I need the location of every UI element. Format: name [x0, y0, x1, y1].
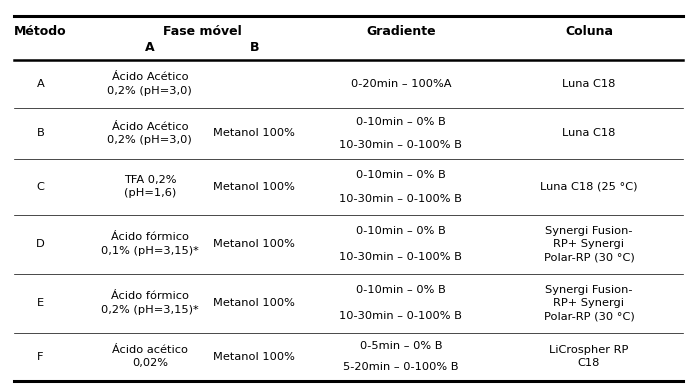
Text: Metanol 100%: Metanol 100%	[213, 128, 296, 139]
Text: Ácido acético
0,02%: Ácido acético 0,02%	[112, 345, 188, 368]
Text: Ácido Acético
0,2% (pH=3,0): Ácido Acético 0,2% (pH=3,0)	[107, 122, 192, 145]
Text: 0-20min – 100%A: 0-20min – 100%A	[351, 79, 451, 89]
Text: D: D	[36, 239, 45, 249]
Text: Ácido fórmico
0,1% (pH=3,15)*: Ácido fórmico 0,1% (pH=3,15)*	[101, 232, 199, 256]
Text: Coluna: Coluna	[565, 24, 613, 38]
Text: Luna C18 (25 °C): Luna C18 (25 °C)	[540, 182, 638, 192]
Text: C: C	[36, 182, 45, 192]
Text: Synergi Fusion-
RP+ Synergi
Polar-RP (30 °C): Synergi Fusion- RP+ Synergi Polar-RP (30…	[544, 226, 634, 262]
Text: Metanol 100%: Metanol 100%	[213, 182, 296, 192]
Text: Método: Método	[14, 24, 67, 38]
Text: 0-10min – 0% B: 0-10min – 0% B	[356, 285, 445, 295]
Text: Fase móvel: Fase móvel	[163, 24, 241, 38]
Text: Luna C18: Luna C18	[562, 128, 615, 139]
Text: 0-10min – 0% B: 0-10min – 0% B	[356, 226, 445, 236]
Text: 10-30min – 0-100% B: 10-30min – 0-100% B	[339, 194, 462, 204]
Text: B: B	[250, 41, 259, 54]
Text: 0-10min – 0% B: 0-10min – 0% B	[356, 117, 445, 127]
Text: 0-10min – 0% B: 0-10min – 0% B	[356, 170, 445, 180]
Text: Metanol 100%: Metanol 100%	[213, 239, 296, 249]
Text: Gradiente: Gradiente	[366, 24, 436, 38]
Text: 10-30min – 0-100% B: 10-30min – 0-100% B	[339, 311, 462, 321]
Text: Luna C18: Luna C18	[562, 79, 615, 89]
Text: A: A	[145, 41, 155, 54]
Text: 5-20min – 0-100% B: 5-20min – 0-100% B	[343, 362, 459, 372]
Text: TFA 0,2%
(pH=1,6): TFA 0,2% (pH=1,6)	[123, 175, 176, 198]
Text: F: F	[37, 352, 44, 362]
Text: Metanol 100%: Metanol 100%	[213, 352, 296, 362]
Text: Synergi Fusion-
RP+ Synergi
Polar-RP (30 °C): Synergi Fusion- RP+ Synergi Polar-RP (30…	[544, 285, 634, 321]
Text: Ácido Acético
0,2% (pH=3,0): Ácido Acético 0,2% (pH=3,0)	[107, 73, 192, 95]
Text: 10-30min – 0-100% B: 10-30min – 0-100% B	[339, 140, 462, 150]
Text: E: E	[37, 298, 44, 308]
Text: LiCrospher RP
C18: LiCrospher RP C18	[549, 345, 629, 368]
Text: 0-5min – 0% B: 0-5min – 0% B	[360, 341, 442, 351]
Text: B: B	[36, 128, 45, 139]
Text: Ácido fórmico
0,2% (pH=3,15)*: Ácido fórmico 0,2% (pH=3,15)*	[101, 291, 199, 315]
Text: A: A	[36, 79, 45, 89]
Text: Metanol 100%: Metanol 100%	[213, 298, 296, 308]
Text: 10-30min – 0-100% B: 10-30min – 0-100% B	[339, 252, 462, 262]
